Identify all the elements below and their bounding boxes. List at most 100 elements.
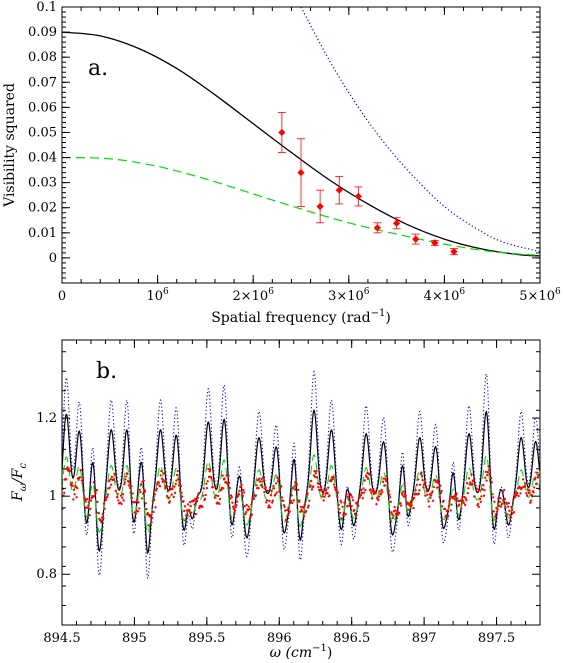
panel-b-data-point [502, 499, 505, 503]
panel-a-data-point [297, 169, 305, 177]
panel-b-data-point [196, 496, 200, 499]
panel-b-data-point [177, 484, 181, 487]
panel-b-data-point [183, 509, 186, 513]
panel-b-data-point [265, 499, 269, 502]
panel-b-data-point [378, 490, 381, 493]
panel-b-data-point [293, 488, 297, 491]
panel-b-data-point [404, 494, 407, 498]
panel-b-data-point [267, 506, 270, 509]
panel-b-data-point [424, 485, 428, 489]
panel-b-data-point [286, 514, 289, 517]
panel-b-data-point [342, 511, 346, 514]
panel-b-data-point [262, 479, 265, 483]
panel-b-data-point [113, 473, 117, 476]
panel-b-data-point [499, 497, 502, 500]
panel-b-data-point [478, 497, 482, 501]
panel-a-x-tick-label: 3×106 [328, 287, 370, 304]
panel-b-data-point [170, 493, 173, 496]
panel-b-data-point [280, 485, 283, 488]
panel-b-data-point [130, 485, 133, 488]
panel-b-data-point [409, 500, 413, 503]
panel-a-data-point [354, 192, 362, 201]
panel-b-data-point [137, 501, 140, 504]
panel-b-data-point [171, 487, 174, 491]
panel-b-data-point [227, 474, 230, 477]
panel-b-data-point [81, 482, 84, 485]
panel-b-data-point [319, 485, 323, 489]
panel-b-spectrum-chart: 894.5 895 895.5 896 896.5 897 897.50.811.2 b. … [10, 339, 541, 661]
panel-b-data-point [248, 508, 251, 511]
panel-b-data-point [193, 503, 196, 506]
panel-b-data-point [147, 524, 150, 527]
panel-b-data-point [162, 472, 166, 475]
panel-b-data-point [173, 491, 177, 495]
panel-b-ticks: 894.5 895 895.5 896 896.5 897 897.5 0.8 1 1.2 [36, 340, 541, 646]
panel-b-data-point [448, 497, 452, 500]
panel-b-data-point [535, 482, 538, 485]
panel-b-data-point [244, 511, 248, 514]
panel-b-data-point [420, 474, 424, 478]
panel-b-data-point [142, 479, 145, 482]
panel-b-data-point [351, 496, 354, 499]
panel-b-data-point [276, 480, 280, 483]
panel-b-data-point [233, 509, 237, 512]
panel-b-data-point [453, 498, 456, 501]
panel-b-data-point [130, 496, 134, 499]
panel-b-data-point [181, 495, 184, 498]
panel-b-data-point [486, 471, 490, 474]
panel-b-data-point [524, 482, 527, 485]
panel-a-x-tick-label: 4×106 [424, 287, 466, 304]
panel-b-data-point [422, 486, 425, 489]
panel-b-data-point [117, 499, 120, 502]
panel-a-y-tick-label: 0.07 [28, 75, 57, 90]
panel-b-data-point [493, 515, 497, 518]
panel-b-data-point [488, 472, 492, 476]
panel-b-data-point [282, 503, 286, 507]
panel-b-data-point [179, 489, 182, 493]
panel-b-data-point [501, 502, 504, 505]
panel-b-data-point [496, 508, 499, 511]
panel-b-data-point [371, 489, 374, 493]
panel-b-data-point [207, 475, 211, 479]
panel-b-data-point [340, 517, 344, 520]
panel-a-y-tick-label: 0.05 [28, 125, 57, 140]
panel-b-data-point [466, 492, 469, 495]
panel-b-data-point [241, 494, 244, 498]
panel-b-data-point [461, 495, 464, 498]
panel-b-data-point [261, 485, 264, 489]
panel-b-data-point [131, 492, 134, 495]
panel-b-data-point [424, 494, 427, 497]
panel-b-data-point [252, 497, 256, 500]
panel-b-data-point [344, 501, 347, 504]
panel-b-data-point [365, 475, 368, 479]
panel-b-data-point [80, 469, 83, 472]
panel-b-data-point [490, 481, 493, 484]
panel-b-data-point [80, 479, 83, 482]
panel-b-data-point [346, 495, 349, 499]
panel-b-data-point [178, 481, 181, 485]
panel-b-data-point [89, 507, 92, 510]
panel-b-data-point [517, 494, 520, 498]
panel-b-data-point [349, 494, 353, 497]
panel-b-data-point [271, 499, 274, 502]
panel-b-data-point [167, 496, 170, 500]
panel-b-data-point [316, 482, 319, 485]
panel-b-data-point [523, 485, 527, 488]
panel-b-data-point [276, 476, 279, 479]
panel-b-data-point [123, 483, 126, 486]
panel-b-data-point [442, 499, 445, 502]
panel-b-x-tick-label: 897 [412, 631, 437, 646]
panel-b-data-point [141, 492, 145, 495]
panel-b-data-point [423, 481, 426, 484]
panel-b-data-point [322, 499, 325, 502]
panel-b-data-point [328, 494, 331, 497]
panel-b-data-point [321, 492, 325, 496]
panel-b-data-point [323, 495, 326, 498]
panel-b-data-point [332, 483, 336, 486]
panel-b-data-point [360, 488, 363, 492]
panel-b-data-point [194, 512, 198, 516]
panel-a-y-tick-label: 0.01 [28, 226, 57, 241]
panel-b-data-point [259, 484, 263, 487]
panel-b-data-point [306, 491, 309, 495]
